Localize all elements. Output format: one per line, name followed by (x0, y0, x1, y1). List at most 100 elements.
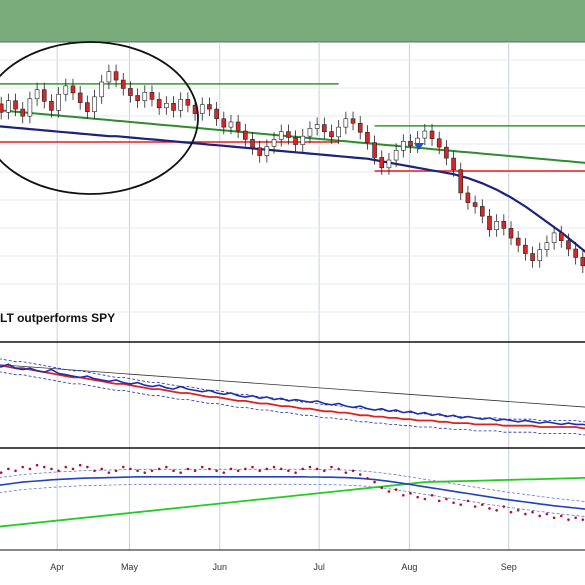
breadth-dot (64, 465, 68, 469)
breadth-dot (437, 499, 441, 503)
breadth-dot (581, 518, 585, 521)
breadth-dot (301, 467, 305, 471)
candle-body (307, 128, 313, 137)
candle-body (458, 169, 464, 194)
slow-moving-average (0, 109, 585, 164)
candle-body (422, 130, 428, 139)
breadth-panel (0, 463, 585, 528)
candle-body (120, 79, 126, 89)
candle-body (142, 92, 148, 101)
breadth-dot (373, 480, 376, 484)
breadth-dot (258, 469, 261, 473)
breadth-dot (57, 469, 60, 473)
breadth-dot (157, 467, 161, 471)
breadth-dot (480, 503, 484, 506)
candle-body (228, 121, 234, 128)
breadth-dot (574, 516, 577, 520)
candle-body (436, 138, 442, 148)
candle-body (185, 99, 191, 106)
breadth-dot (509, 510, 513, 514)
breadth-dot (100, 467, 104, 471)
breadth-dot (294, 471, 297, 474)
breadth-dot (531, 510, 534, 514)
candle-body (77, 92, 83, 103)
breadth-dot (236, 469, 240, 473)
candle-body (214, 108, 219, 120)
relative-panel (0, 358, 585, 436)
breadth-dot (452, 501, 455, 505)
breadth-dot (86, 465, 89, 469)
candle-body (544, 242, 550, 250)
x-tick-may: May (121, 562, 139, 572)
candle-body (271, 139, 277, 147)
breadth-dot (186, 467, 190, 471)
breadth-dot (502, 505, 506, 508)
candle-body (472, 202, 478, 207)
breadth-dot (488, 507, 491, 510)
breadth-dot (524, 512, 527, 516)
candle-body (350, 118, 356, 124)
breadth-dot (552, 516, 556, 520)
breadth-dot (366, 477, 369, 480)
breadth-dot (165, 465, 168, 469)
breadth-dot (466, 499, 470, 503)
candle-body (149, 92, 155, 100)
breadth-dot (337, 467, 340, 471)
breadth-dot (244, 467, 247, 471)
header-band (0, 0, 585, 42)
candle-body (479, 206, 485, 217)
grid (0, 42, 585, 550)
candle-body (365, 132, 370, 143)
candle-body (451, 157, 456, 171)
breadth-dot (430, 493, 434, 497)
candle-body (429, 130, 435, 140)
breadth-dot (423, 497, 427, 501)
candle-body (264, 146, 270, 156)
breadth-long-moving-average (0, 476, 585, 528)
breadth-dot (459, 503, 463, 506)
candle-body (6, 100, 11, 113)
relative-moving-average (0, 364, 585, 430)
candle-body (444, 146, 449, 159)
breadth-dot (279, 467, 283, 471)
x-tick-apr: Apr (50, 562, 64, 572)
breadth-dot (330, 465, 333, 469)
candle-body (106, 71, 112, 83)
breadth-dot (323, 469, 326, 473)
trend-line (0, 364, 585, 408)
breadth-dot (516, 508, 520, 512)
breadth-dot (473, 505, 477, 508)
breadth-dot (538, 514, 542, 518)
price-panel (0, 64, 585, 273)
candle-body (401, 141, 406, 151)
candle-body (49, 101, 54, 111)
down-arrow-marker (414, 143, 424, 150)
breadth-dot (445, 497, 448, 501)
candle-body (178, 99, 183, 111)
candle-body (63, 85, 69, 95)
breadth-dot (114, 469, 118, 473)
candle-body (551, 232, 557, 243)
breadth-dot (272, 465, 276, 469)
breadth-dot (315, 467, 319, 471)
candle-body (580, 257, 585, 267)
candle-body (243, 130, 248, 140)
breadth-dot (28, 467, 32, 471)
breadth-dot (545, 512, 549, 516)
candle-body (113, 71, 119, 81)
breadth-dot (136, 469, 139, 473)
candle-body (386, 159, 392, 169)
breadth-dot (93, 469, 96, 473)
breadth-dot (344, 471, 348, 474)
candle-body (408, 141, 413, 147)
x-tick-jun: Jun (212, 562, 227, 572)
breadth-dot (251, 465, 254, 469)
breadth-dot (229, 467, 233, 471)
candle-body (558, 232, 564, 241)
breadth-dot (215, 469, 218, 473)
candle-body (27, 98, 33, 117)
candle-body (357, 122, 363, 133)
breadth-dot (200, 465, 204, 469)
candle-body (199, 104, 205, 114)
breadth-dot (559, 514, 563, 518)
